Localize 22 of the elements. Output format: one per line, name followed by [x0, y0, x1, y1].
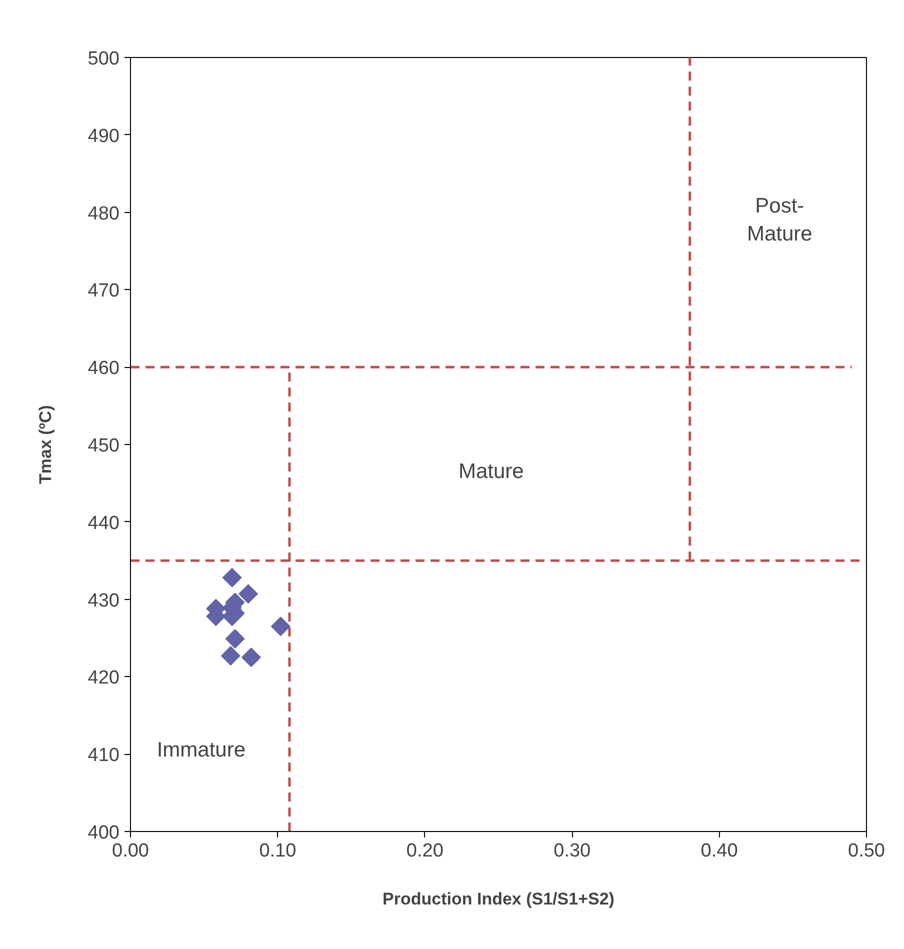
y-tick-label: 410 [88, 745, 120, 766]
y-tick-label: 500 [88, 48, 120, 70]
y-tick-label: 430 [88, 590, 120, 612]
x-tick-label: 0.40 [700, 840, 738, 862]
y-tick-label: 400 [88, 822, 120, 844]
annotation: Post- Mature [746, 194, 812, 246]
y-tick-label: 490 [88, 126, 120, 147]
x-tick-label: 0.00 [112, 840, 149, 862]
y-tick-label: 470 [88, 280, 120, 302]
y-tick-label: 440 [88, 512, 120, 534]
annotation: Mature [458, 460, 524, 484]
x-tick-label: 0.20 [406, 840, 444, 862]
y-tick-label: 460 [88, 358, 120, 380]
x-tick-label: 0.30 [554, 840, 591, 862]
y-tick-label: 420 [88, 668, 120, 689]
x-axis-title: Production Index (S1/S1+S2) [382, 890, 614, 908]
annotation: Immature [156, 738, 246, 762]
y-tick-label: 480 [88, 203, 120, 224]
x-tick-label: 0.10 [259, 840, 296, 862]
y-axis-title: Tmax (ºC) [36, 405, 55, 484]
x-tick-label: 0.50 [848, 840, 885, 862]
y-tick-label: 450 [88, 436, 120, 456]
